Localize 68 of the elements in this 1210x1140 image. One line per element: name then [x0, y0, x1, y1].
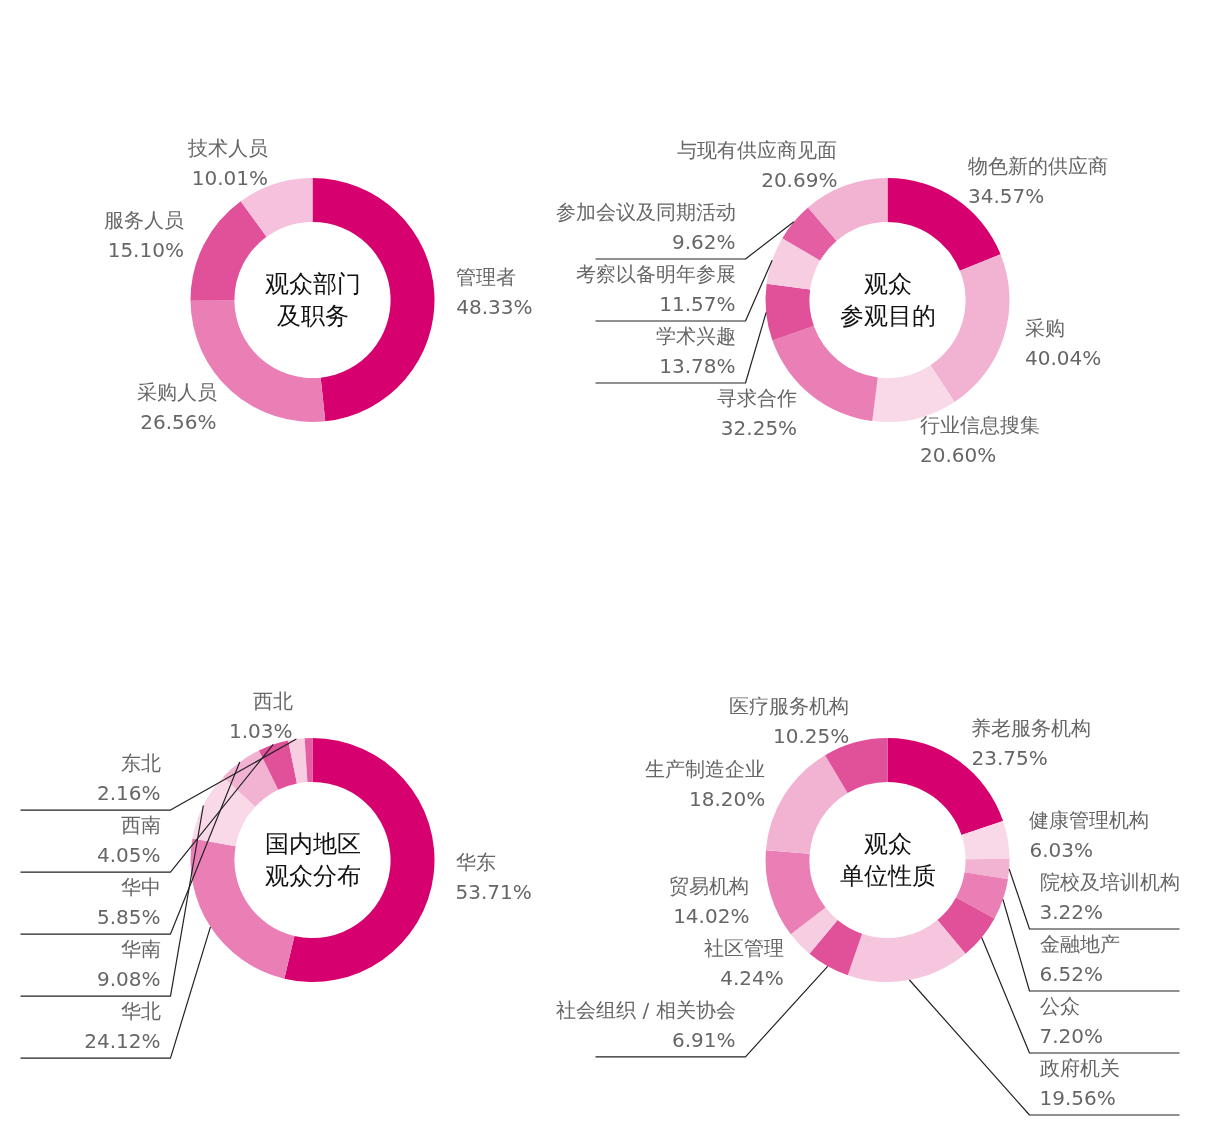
slice-label: 健康管理机构 [1029, 808, 1150, 832]
data-label: 6.52% [1039, 962, 1104, 986]
slice-label: 学术兴趣 [655, 323, 736, 348]
data-label: 20.69% [761, 167, 838, 192]
slice-label: 政府机关 [1039, 1056, 1120, 1080]
data-label: 20.60% [920, 443, 997, 468]
data-label: 1.03% [228, 719, 293, 744]
data-label: 11.57% [659, 291, 736, 316]
slice-label: 采购 [1024, 315, 1065, 340]
slice-label: 华北 [120, 999, 161, 1024]
slice-label: 参加会议及同期活动 [555, 199, 736, 224]
data-label: 32.25% [720, 415, 798, 440]
data-label: 10.25% [773, 724, 850, 749]
slice-label: 贸易机构 [669, 873, 750, 898]
slice-label: 医疗服务机构 [729, 694, 850, 719]
slice-label: 华中 [120, 875, 161, 900]
slice-label: 与现有供应商见面 [677, 137, 838, 162]
slice-label: 东北 [120, 751, 161, 776]
text: 参观目的 [839, 302, 936, 330]
slice-label: 生产制造企业 [645, 756, 766, 781]
slice-label: 金融地产 [1039, 932, 1120, 956]
data-label: 9.62% [671, 229, 736, 254]
data-label: 7.20% [1039, 1024, 1104, 1048]
slice-label: 西北 [252, 689, 293, 714]
slice-label: 社会组织 / 相关协会 [556, 997, 736, 1022]
data-label: 4.05% [96, 843, 161, 868]
slice-label: 服务人员 [103, 208, 184, 233]
data-label: 14.02% [673, 903, 750, 928]
text: 观众 [863, 270, 912, 298]
slice-label: 管理者 [456, 265, 517, 290]
slice-label: 社区管理 [703, 935, 784, 960]
data-label: 48.33% [456, 295, 533, 320]
text: 及职务 [276, 302, 349, 330]
data-label: 9.08% [96, 967, 161, 992]
data-label: 40.04% [1024, 345, 1102, 370]
slice-label: 物色新的供应商 [967, 153, 1108, 178]
data-label: 2.16% [96, 781, 161, 806]
slice-label: 华南 [120, 937, 161, 962]
slice-label: 考察以备明年参展 [575, 261, 736, 286]
slice-label: 寻求合作 [717, 385, 798, 410]
slice-label: 华东 [455, 849, 496, 874]
slice-label: 公众 [1039, 994, 1080, 1018]
data-label: 10.01% [191, 166, 268, 191]
data-label: 24.12% [84, 1029, 161, 1054]
data-label: 3.22% [1039, 900, 1104, 924]
data-label: 26.56% [140, 410, 217, 435]
data-label: 34.57% [967, 183, 1045, 208]
text: 观众分布 [264, 862, 361, 890]
slice-label: 西南 [120, 813, 161, 838]
data-label: 13.78% [659, 353, 736, 378]
slice-label: 采购人员 [136, 380, 217, 405]
data-label: 15.10% [107, 238, 184, 263]
data-label: 53.71% [455, 879, 532, 904]
text: 国内地区 [264, 830, 361, 858]
data-label: 6.03% [1029, 838, 1094, 862]
slice-label: 行业信息搜集 [920, 413, 1041, 438]
text: 单位性质 [839, 862, 936, 890]
data-label: 5.85% [96, 905, 161, 930]
data-label: 19.56% [1039, 1086, 1116, 1110]
data-label: 4.24% [720, 965, 784, 990]
data-label: 18.20% [688, 786, 766, 811]
slice-label: 养老服务机构 [971, 715, 1092, 740]
text: 观众 [863, 830, 912, 858]
slice-label: 技术人员 [186, 136, 268, 161]
data-label: 23.75% [971, 745, 1048, 770]
slice-label: 院校及培训机构 [1039, 870, 1180, 894]
text: 观众部门 [264, 270, 361, 298]
data-label: 6.91% [671, 1027, 736, 1052]
